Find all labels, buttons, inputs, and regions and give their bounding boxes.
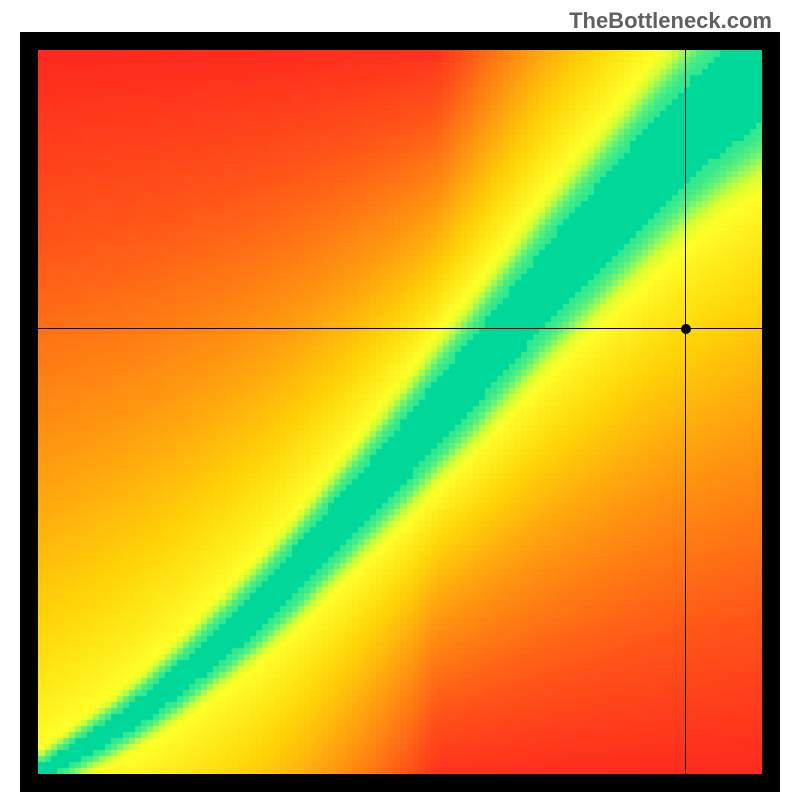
crosshair-horizontal [38,328,762,329]
crosshair-marker [681,324,691,334]
heatmap-canvas [38,50,762,774]
plot-area [38,50,762,774]
chart-container: TheBottleneck.com [0,0,800,800]
watermark-text: TheBottleneck.com [569,8,772,34]
crosshair-vertical [685,50,686,774]
plot-border [20,32,780,792]
